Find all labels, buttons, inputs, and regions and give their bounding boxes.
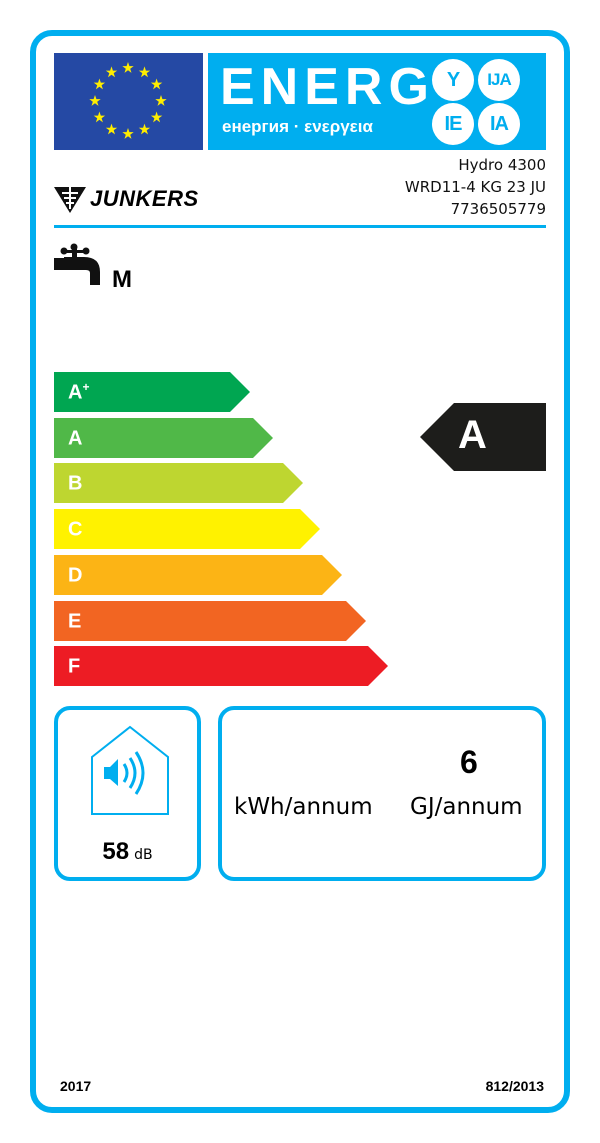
star-icon xyxy=(155,95,167,106)
rating-arrow: A xyxy=(420,403,546,471)
efficiency-bar-6: F xyxy=(54,646,388,687)
sound-house-icon xyxy=(91,725,169,815)
star-icon xyxy=(105,123,118,135)
bar-label: E xyxy=(68,610,82,633)
suffix-y: Y xyxy=(432,59,474,101)
energy-banner: ENERG енергия · ενεργεια Y IJA IE IA xyxy=(208,53,546,150)
bar-label: F xyxy=(68,655,81,678)
efficiency-bar-3: C xyxy=(54,509,320,550)
junkers-emblem-icon xyxy=(54,187,86,213)
star-icon xyxy=(93,111,106,123)
eu-stars-icon xyxy=(89,62,167,139)
regulation: 812/2013 xyxy=(485,1078,544,1094)
bar-label: D xyxy=(68,564,83,587)
star-icon xyxy=(138,66,151,78)
gj-unit: GJ/annum xyxy=(410,794,523,820)
star-icon xyxy=(150,111,163,123)
bar-label: B xyxy=(68,473,83,496)
eu-flag xyxy=(54,53,203,150)
star-icon xyxy=(122,128,134,139)
bar-label: A+ xyxy=(68,380,90,404)
label-frame xyxy=(30,30,570,1113)
kwh-unit: kWh/annum xyxy=(234,794,373,820)
efficiency-bar-0: A+ xyxy=(54,372,250,412)
junkers-logo: JUNKERS xyxy=(54,185,199,213)
suffix-ija: IJA xyxy=(478,59,520,101)
star-icon xyxy=(89,95,101,106)
star-icon xyxy=(122,62,134,73)
suffix-ia: IA xyxy=(478,103,520,145)
model-number: 7736505779 xyxy=(450,200,546,218)
rating-class: A xyxy=(458,413,487,457)
divider xyxy=(54,225,546,228)
brand-name: JUNKERS xyxy=(90,186,199,211)
gj-value: 6 xyxy=(460,744,478,780)
model-name: Hydro 4300 xyxy=(458,156,546,174)
noise-value: 58 xyxy=(102,838,130,865)
noise-unit: dB xyxy=(134,847,153,863)
efficiency-bar-4: D xyxy=(54,554,342,595)
suffix-ie: IE xyxy=(432,103,474,145)
bar-label: C xyxy=(68,518,83,541)
efficiency-bar-5: E xyxy=(54,600,366,641)
star-icon xyxy=(138,123,151,135)
efficiency-bar-1: A xyxy=(54,417,273,458)
energy-title: ENERG xyxy=(220,58,435,116)
model-code: WRD11-4 KG 23 JU xyxy=(404,178,546,196)
consumption-box: 6 kWh/annum GJ/annum xyxy=(218,706,546,881)
water-tap-icon xyxy=(54,243,100,285)
star-icon xyxy=(150,78,163,90)
star-icon xyxy=(93,78,106,90)
year: 2017 xyxy=(60,1078,92,1094)
efficiency-bar-2: B xyxy=(54,463,303,504)
star-icon xyxy=(105,66,118,78)
energy-subtitle: енергия · ενεργεια xyxy=(222,117,373,136)
noise-box: 58 dB xyxy=(54,706,201,881)
load-profile: M xyxy=(112,266,132,293)
bar-label: A xyxy=(68,427,83,450)
